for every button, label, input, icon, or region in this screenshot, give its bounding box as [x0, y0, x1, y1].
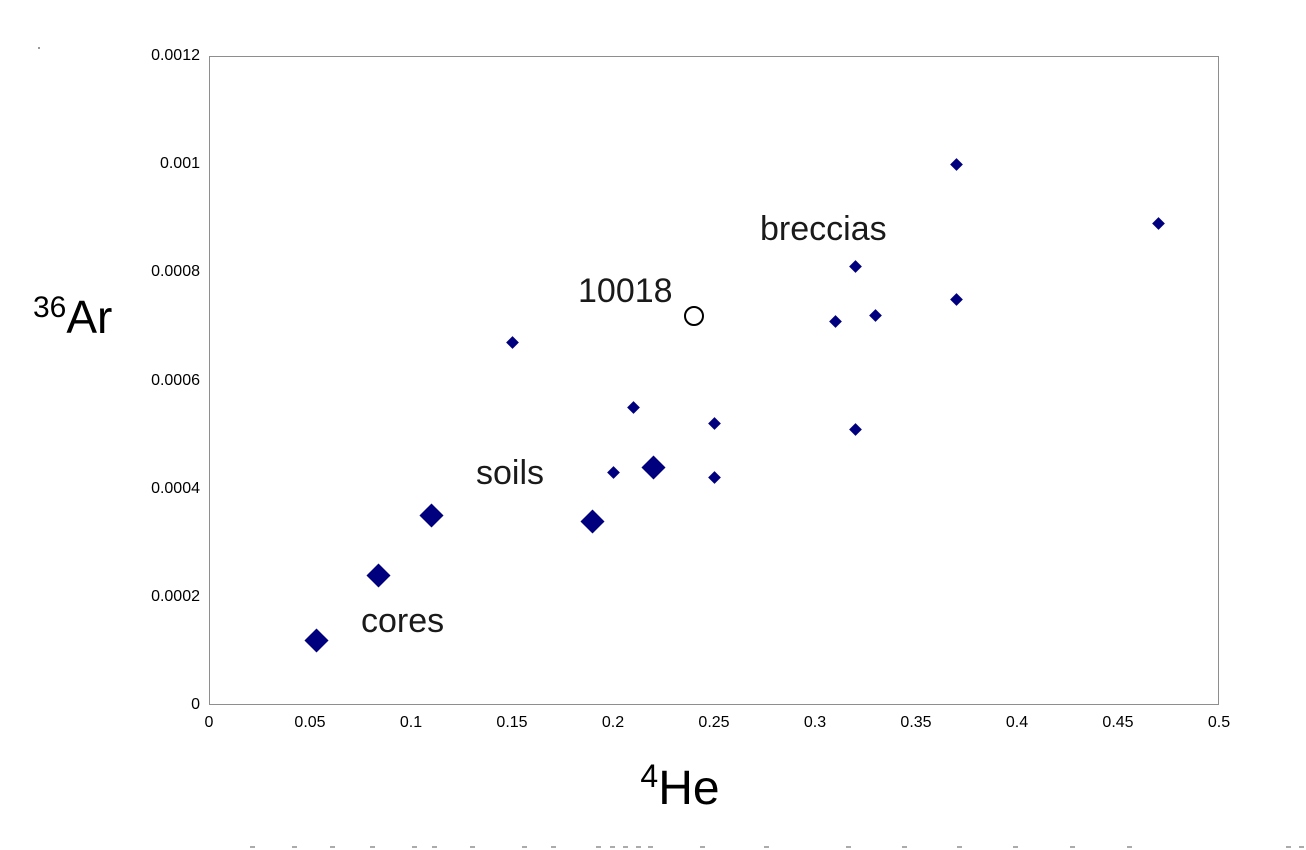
y-tick-label: 0.0004: [151, 479, 200, 497]
caption-text-fragment: [764, 846, 769, 848]
caption-text-fragment: [648, 846, 653, 848]
caption-text-fragment: [1070, 846, 1075, 848]
y-axis-title-text: Ar: [66, 291, 113, 343]
annotation-breccias: breccias: [760, 210, 887, 248]
caption-text-fragment: [1299, 846, 1304, 848]
y-axis-title-superscript: 36: [33, 291, 67, 324]
annotation-soils: soils: [476, 454, 545, 492]
caption-text-fragment: [596, 846, 601, 848]
caption-text-fragment: [250, 846, 255, 848]
caption-text-fragment: [636, 846, 641, 848]
caption-text-fragment: [370, 846, 375, 848]
caption-text-fragment: [432, 846, 437, 848]
data-point-open-circle: [683, 305, 704, 326]
y-tick-label: 0.0006: [151, 371, 200, 389]
x-tick-label: 0.05: [294, 714, 326, 731]
caption-text-fragment: [902, 846, 907, 848]
x-tick-label: 0.3: [803, 714, 827, 731]
plot-frame: [209, 56, 1219, 705]
caption-text-fragment: [412, 846, 417, 848]
caption-text-fragment: [610, 846, 615, 848]
caption-text-fragment: [700, 846, 705, 848]
caption-text-fragment: [470, 846, 475, 848]
x-tick-label: 0.1: [399, 714, 423, 731]
caption-text-fragment: [522, 846, 527, 848]
x-axis-title-superscript: 4: [640, 758, 659, 794]
y-tick-label: 0.001: [159, 155, 200, 173]
x-tick-label: 0.15: [496, 714, 528, 731]
caption-text-fragment: [330, 846, 335, 848]
y-tick-label: 0: [191, 696, 200, 713]
x-tick-label: 0.2: [601, 714, 625, 731]
x-axis-title-text: He: [658, 762, 720, 815]
x-tick-label: 0: [204, 714, 214, 731]
caption-text-fragment: [551, 846, 556, 848]
x-tick-label: 0.5: [1207, 714, 1231, 731]
y-tick-label: 0.0012: [151, 47, 200, 64]
caption-text-fragment: [1013, 846, 1018, 848]
annotation-10018: 10018: [578, 272, 673, 310]
x-tick-label: 0.45: [1102, 714, 1134, 731]
annotation-cores: cores: [361, 602, 445, 640]
y-tick-label: 0.0008: [151, 263, 200, 281]
x-tick-label: 0.35: [900, 714, 932, 731]
caption-text-fragment: [623, 846, 628, 848]
caption-text-fragment: [846, 846, 851, 848]
y-axis-title: 36Ar: [33, 290, 112, 344]
x-tick-label: 0.25: [698, 714, 730, 731]
caption-text-fragment: [957, 846, 962, 848]
x-tick-label: 0.4: [1005, 714, 1029, 731]
caption-text-fragment: [1286, 846, 1291, 848]
x-axis-title: 4He: [640, 758, 719, 816]
caption-text-fragment: [1127, 846, 1132, 848]
caption-text-fragment: [292, 846, 297, 848]
stray-dot: [38, 47, 40, 49]
y-tick-label: 0.0002: [151, 587, 200, 605]
